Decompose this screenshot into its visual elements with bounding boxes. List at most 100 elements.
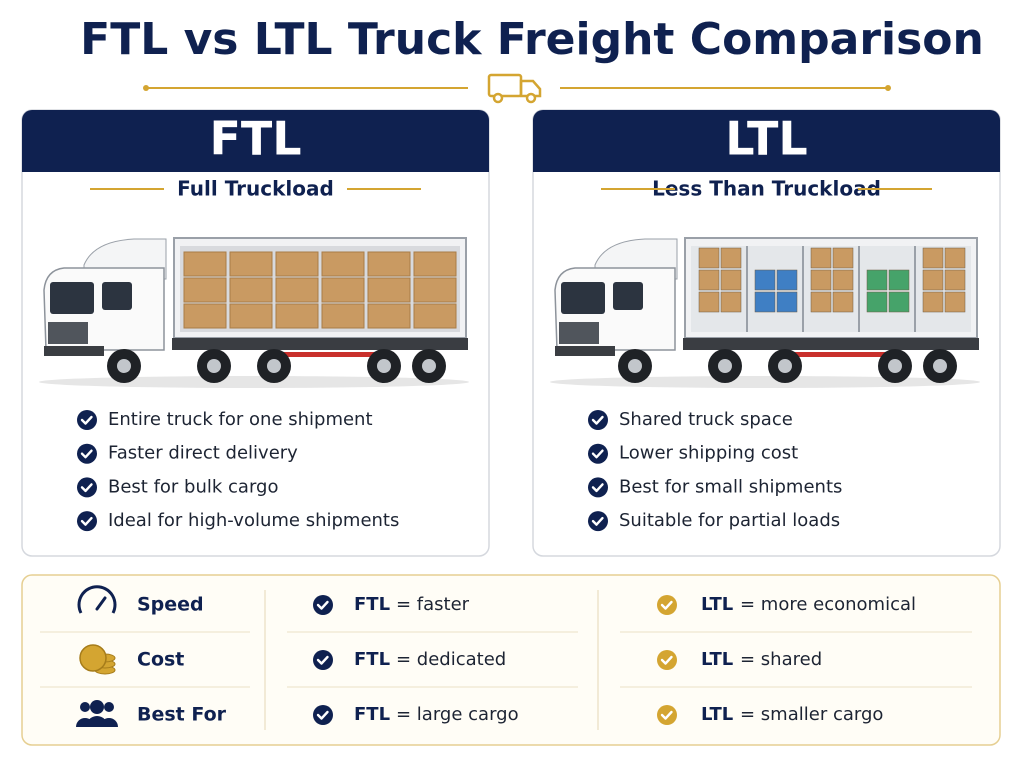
ftl-text: = dedicated — [396, 649, 506, 670]
check-icon — [588, 511, 608, 532]
cargo-box — [698, 291, 720, 313]
cargo-box — [944, 291, 966, 313]
hub — [117, 359, 131, 373]
cargo-box — [413, 277, 457, 303]
cargo-box — [275, 251, 319, 277]
cargo-box — [720, 269, 742, 291]
cargo-box — [367, 251, 411, 277]
cargo-box — [944, 247, 966, 269]
cargo-box — [321, 251, 365, 277]
bumper — [44, 346, 104, 356]
ltl-term: LTL — [701, 704, 733, 725]
cargo-box — [321, 277, 365, 303]
check-circle — [657, 650, 677, 670]
gauge-needle — [95, 596, 107, 611]
ltl-term: LTL — [701, 594, 733, 615]
cargo-box — [183, 277, 227, 303]
ftl-term: FTL — [354, 649, 390, 670]
cargo-box — [922, 291, 944, 313]
check-icon — [313, 595, 333, 615]
trailer-chassis — [683, 338, 979, 350]
cargo-box — [888, 269, 910, 291]
side-window — [613, 282, 643, 310]
check-mark — [660, 710, 673, 720]
windshield — [50, 282, 94, 314]
check-icon — [77, 410, 97, 430]
cargo-box — [413, 303, 457, 329]
check-mark — [80, 449, 93, 459]
title: FTL vs LTL Truck Freight Comparison — [80, 14, 984, 65]
cargo-box — [698, 247, 720, 269]
check-icon — [588, 477, 608, 498]
trailer-stripe — [274, 352, 394, 357]
cargo-box — [866, 291, 888, 313]
check-circle — [657, 595, 677, 615]
ftl-text: = large cargo — [396, 704, 519, 725]
check-mark — [660, 655, 673, 665]
panel-heading: FTL — [209, 112, 301, 166]
row-label: Cost — [137, 649, 184, 671]
cargo-box — [754, 291, 776, 313]
check-circle — [77, 410, 97, 430]
cargo-box — [183, 251, 227, 277]
trailer-stripe — [785, 352, 905, 357]
check-circle — [77, 443, 97, 464]
cargo-box — [720, 291, 742, 313]
check-mark — [316, 710, 329, 720]
check-circle — [588, 410, 608, 430]
person-head — [90, 700, 104, 714]
cargo-box — [754, 269, 776, 291]
ltl-text: = smaller cargo — [740, 704, 883, 725]
bullet-text: Faster direct delivery — [108, 443, 298, 464]
ltl-term: LTL — [701, 649, 733, 670]
person-body — [86, 716, 108, 727]
check-mark — [591, 449, 604, 459]
check-icon — [77, 477, 97, 498]
cargo-box — [866, 269, 888, 291]
bullet-text: Best for bulk cargo — [108, 476, 278, 497]
check-mark — [660, 600, 673, 610]
person-head — [80, 702, 90, 712]
hub — [422, 359, 436, 373]
panel-header-bg — [533, 110, 1000, 172]
bumper — [555, 346, 615, 356]
trailer-chassis — [172, 338, 468, 350]
panel: FTL Full Truckload Entire truck for one sh… — [21, 109, 490, 557]
cargo-box — [720, 247, 742, 269]
cargo-box — [229, 277, 273, 303]
check-mark — [316, 600, 329, 610]
row-label: Speed — [137, 594, 204, 616]
check-circle — [657, 705, 677, 725]
panel-subtitle: Full Truckload — [177, 177, 334, 201]
check-circle — [588, 477, 608, 498]
bullet-text: Suitable for partial loads — [619, 510, 840, 531]
check-icon — [313, 705, 333, 725]
cargo-box — [413, 251, 457, 277]
trailer-inside — [180, 246, 460, 332]
truck-shadow — [550, 376, 980, 388]
grille — [559, 322, 599, 344]
truck-shadow — [39, 376, 469, 388]
ftl-term: FTL — [354, 704, 390, 725]
hub — [778, 359, 792, 373]
cargo-box — [810, 291, 832, 313]
bullet-text: Lower shipping cost — [619, 443, 798, 464]
coin — [79, 644, 107, 672]
row-label: Best For — [137, 704, 227, 726]
hub — [377, 359, 391, 373]
row-icon — [77, 585, 117, 614]
row-icon — [79, 644, 116, 675]
cargo-box — [776, 269, 798, 291]
bullet-text: Shared truck space — [619, 409, 793, 430]
comparison-box — [21, 574, 1001, 746]
check-icon — [588, 443, 608, 464]
check-mark — [316, 655, 329, 665]
bullet-text: Best for small shipments — [619, 476, 842, 497]
bullet-text: Ideal for high-volume shipments — [108, 510, 399, 531]
panel: LTL Less Than Truckload Shared truck space… — [532, 109, 1001, 557]
cargo-box — [888, 291, 910, 313]
cargo-box — [832, 269, 854, 291]
hub — [933, 359, 947, 373]
